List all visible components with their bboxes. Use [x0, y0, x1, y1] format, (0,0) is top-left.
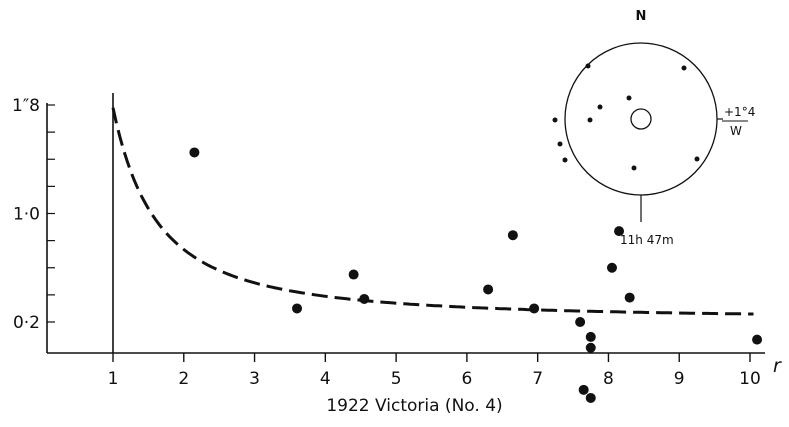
axes	[46, 93, 765, 354]
x-tick-label: 6	[461, 369, 472, 389]
inset-star	[585, 63, 591, 69]
data-point	[292, 303, 303, 314]
data-point	[359, 293, 370, 304]
x-tick-label: 3	[249, 369, 260, 389]
data-point	[578, 384, 589, 395]
x-tick-label: 2	[178, 369, 189, 389]
inset-star	[557, 141, 563, 147]
x-tick-label: 1	[108, 369, 119, 389]
data-point	[575, 317, 586, 327]
fit-curve-dashed	[111, 107, 754, 316]
data-point	[752, 334, 763, 345]
y-tick-label: 1·0	[13, 205, 40, 225]
inset-star	[587, 117, 593, 123]
x-ticks: 1 2 3 4 5 6 7 8 9 10	[108, 353, 761, 389]
x-tick-label: 8	[603, 369, 614, 389]
data-point	[606, 262, 617, 273]
inset-time-label: 11h 47m	[620, 233, 674, 247]
inset-stars	[552, 63, 700, 171]
inset-star	[597, 104, 603, 110]
data-point	[585, 331, 596, 342]
inset-star	[681, 65, 687, 71]
data-point	[585, 342, 596, 353]
inset-star	[694, 156, 700, 162]
star-field-inset: N +1°4 W 11h 47m	[552, 9, 755, 247]
data-point	[585, 392, 596, 403]
inset-east-label: +1°4	[724, 105, 755, 119]
inset-star	[626, 95, 632, 101]
x-tick-label: 10	[739, 369, 761, 389]
data-points	[189, 147, 763, 403]
inset-sun-circle	[630, 108, 652, 130]
data-point	[189, 147, 200, 158]
inset-west-label: W	[730, 124, 742, 138]
data-point	[507, 230, 518, 241]
chart-caption: 1922 Victoria (No. 4)	[326, 396, 503, 416]
y-tick-label: 0·2	[13, 313, 40, 333]
x-tick-label: 9	[674, 369, 685, 389]
x-tick-label: 7	[532, 369, 543, 389]
y-tick-label: 1″8	[12, 96, 40, 116]
data-point	[624, 292, 635, 303]
x-tick-label: 4	[320, 369, 331, 389]
data-point	[483, 284, 494, 295]
inset-star	[631, 165, 637, 171]
inset-north-label: N	[636, 9, 647, 24]
inset-star	[552, 117, 558, 123]
data-point	[348, 269, 359, 280]
inset-star	[562, 157, 568, 163]
data-point	[614, 226, 625, 237]
x-tick-label: 5	[391, 369, 402, 389]
data-point	[529, 303, 540, 314]
y-ticks: 1″8 1·0 0·2	[12, 96, 40, 333]
y-minor-ticks	[47, 104, 55, 323]
x-axis-label: r	[773, 355, 782, 377]
